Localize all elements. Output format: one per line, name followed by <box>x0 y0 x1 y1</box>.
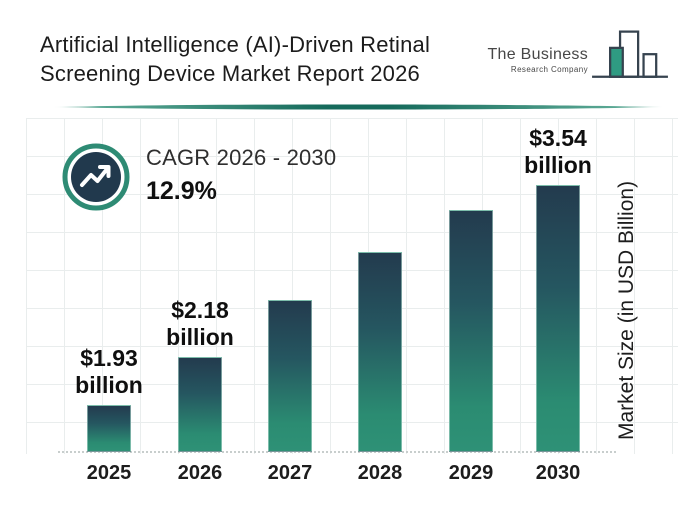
value-label-amount: $2.18 <box>171 297 229 323</box>
value-label-unit: billion <box>524 152 592 178</box>
value-label-2025: $1.93 billion <box>43 345 175 399</box>
value-label-unit: billion <box>166 324 234 350</box>
y-axis-title: Market Size (in USD Billion) <box>615 180 638 440</box>
x-tick-2030: 2030 <box>535 462 581 484</box>
value-label-amount: $3.54 <box>529 125 587 151</box>
cagr-value: 12.9% <box>146 177 217 205</box>
title-divider <box>52 104 664 110</box>
bar-2025 <box>87 405 131 452</box>
value-label-2026: $2.18 billion <box>134 297 266 351</box>
page-title: Artificial Intelligence (AI)-Driven Reti… <box>40 30 510 88</box>
logo-name: The Business <box>487 46 588 63</box>
bar-2028 <box>358 252 402 452</box>
logo-tagline: Research Company <box>510 65 588 74</box>
x-tick-2028: 2028 <box>357 462 403 484</box>
value-label-amount: $1.93 <box>80 345 138 371</box>
company-logo: The Business Research Company <box>487 28 668 84</box>
value-label-2030: $3.54 billion <box>492 125 624 179</box>
page-title-line2: Screening Device Market Report 2026 <box>40 61 420 86</box>
cagr-label: CAGR 2026 - 2030 <box>146 145 337 170</box>
x-tick-2029: 2029 <box>448 462 494 484</box>
bar-2030 <box>536 185 580 452</box>
x-tick-2026: 2026 <box>177 462 223 484</box>
bar-2026 <box>178 357 222 452</box>
cagr-badge <box>62 143 130 211</box>
x-tick-2027: 2027 <box>267 462 313 484</box>
logo-text: The Business Research Company <box>487 46 588 74</box>
bar-chart-logo-icon <box>592 30 668 78</box>
bar-2029 <box>449 210 493 452</box>
cagr-block: CAGR 2026 - 2030 12.9% <box>146 145 336 206</box>
x-tick-2025: 2025 <box>86 462 132 484</box>
trending-up-icon <box>80 165 111 187</box>
page-title-line1: Artificial Intelligence (AI)-Driven Reti… <box>40 32 431 57</box>
bar-2027 <box>268 300 312 452</box>
value-label-unit: billion <box>75 372 143 398</box>
x-axis-baseline <box>58 451 616 453</box>
